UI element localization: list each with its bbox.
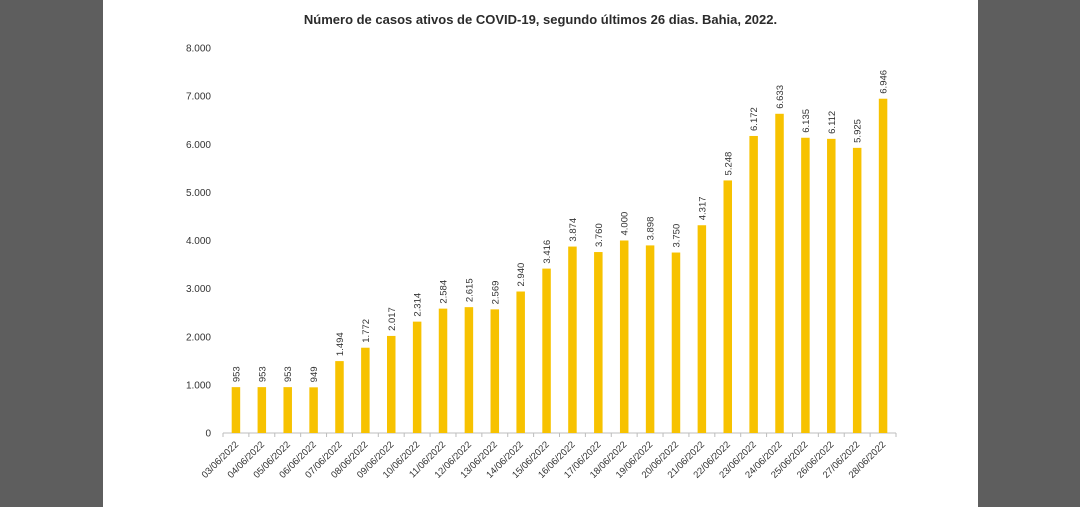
- y-tick-label: 3.000: [186, 284, 211, 295]
- bar: [283, 387, 292, 433]
- bar: [568, 246, 577, 433]
- data-label: 2.615: [464, 278, 475, 302]
- data-label: 2.017: [387, 307, 398, 331]
- data-label: 6.135: [801, 109, 812, 133]
- bar: [438, 308, 448, 433]
- y-tick-label: 5.000: [186, 188, 211, 199]
- data-label: 953: [231, 366, 242, 382]
- data-label: 3.874: [568, 218, 579, 242]
- data-label: 2.584: [439, 280, 450, 304]
- data-label: 3.750: [671, 224, 682, 248]
- bar: [309, 387, 318, 433]
- document-page: Número de casos ativos de COVID-19, segu…: [103, 0, 978, 507]
- data-labels: 953 953 953 949 1.494 1.772 2.017 2.314 2.584 2.6…: [231, 70, 889, 382]
- bar: [361, 347, 370, 433]
- bar: [801, 137, 810, 434]
- bars: [231, 98, 888, 434]
- data-label: 6.172: [749, 107, 760, 131]
- data-label: 6.633: [775, 85, 786, 109]
- x-axis: [222, 432, 897, 437]
- data-label: 6.112: [827, 111, 838, 134]
- bar: [257, 387, 267, 433]
- bar: [490, 309, 500, 433]
- y-tick-label: 1.000: [186, 380, 211, 391]
- bar: [464, 307, 474, 433]
- chart-title: Número de casos ativos de COVID-19, segu…: [303, 12, 778, 27]
- y-tick-label: 4.000: [186, 236, 211, 247]
- data-label: 4.317: [697, 196, 708, 220]
- x-tick-labels: 03/06/202204/06/202205/06/202206/06/2022…: [200, 439, 889, 480]
- bar: [645, 245, 655, 433]
- y-axis: 0 1.000 2.000 3.000 4.000 5.000 6.000 7.000 8.00…: [186, 44, 211, 440]
- bar: [827, 138, 836, 434]
- bar: [412, 321, 422, 433]
- y-tick-label: 0: [205, 429, 211, 440]
- y-tick-label: 8.000: [186, 44, 211, 55]
- bar: [852, 147, 862, 433]
- data-label: 953: [257, 366, 268, 382]
- bar: [335, 361, 344, 433]
- bar: [516, 291, 525, 433]
- bar-chart: 0 1.000 2.000 3.000 4.000 5.000 6.000 7.000 8.00…: [186, 44, 897, 481]
- y-tick-label: 7.000: [186, 92, 211, 103]
- data-label: 3.416: [542, 240, 553, 264]
- bar: [697, 225, 707, 433]
- data-label: 2.940: [516, 263, 527, 287]
- bar: [671, 252, 681, 433]
- bar: [594, 252, 603, 433]
- bar: [878, 98, 888, 433]
- data-label: 3.898: [646, 217, 657, 241]
- data-label: 949: [309, 366, 320, 382]
- bar: [723, 180, 732, 433]
- data-label: 2.314: [413, 293, 424, 317]
- bar: [619, 240, 629, 433]
- data-label: 5.925: [853, 119, 864, 143]
- data-label: 4.000: [620, 212, 631, 236]
- data-label: 5.248: [723, 152, 734, 176]
- y-tick-label: 2.000: [186, 332, 211, 343]
- data-label: 6.946: [879, 70, 890, 94]
- bar: [231, 387, 241, 433]
- bar: [749, 135, 758, 433]
- bar: [387, 335, 396, 433]
- data-label: 2.569: [490, 281, 501, 305]
- data-label: 953: [283, 366, 294, 382]
- bar: [542, 268, 551, 433]
- data-label: 1.772: [361, 319, 372, 343]
- bar: [775, 113, 784, 434]
- data-label: 3.760: [594, 223, 605, 247]
- y-tick-label: 6.000: [186, 140, 211, 151]
- data-label: 1.494: [335, 332, 346, 356]
